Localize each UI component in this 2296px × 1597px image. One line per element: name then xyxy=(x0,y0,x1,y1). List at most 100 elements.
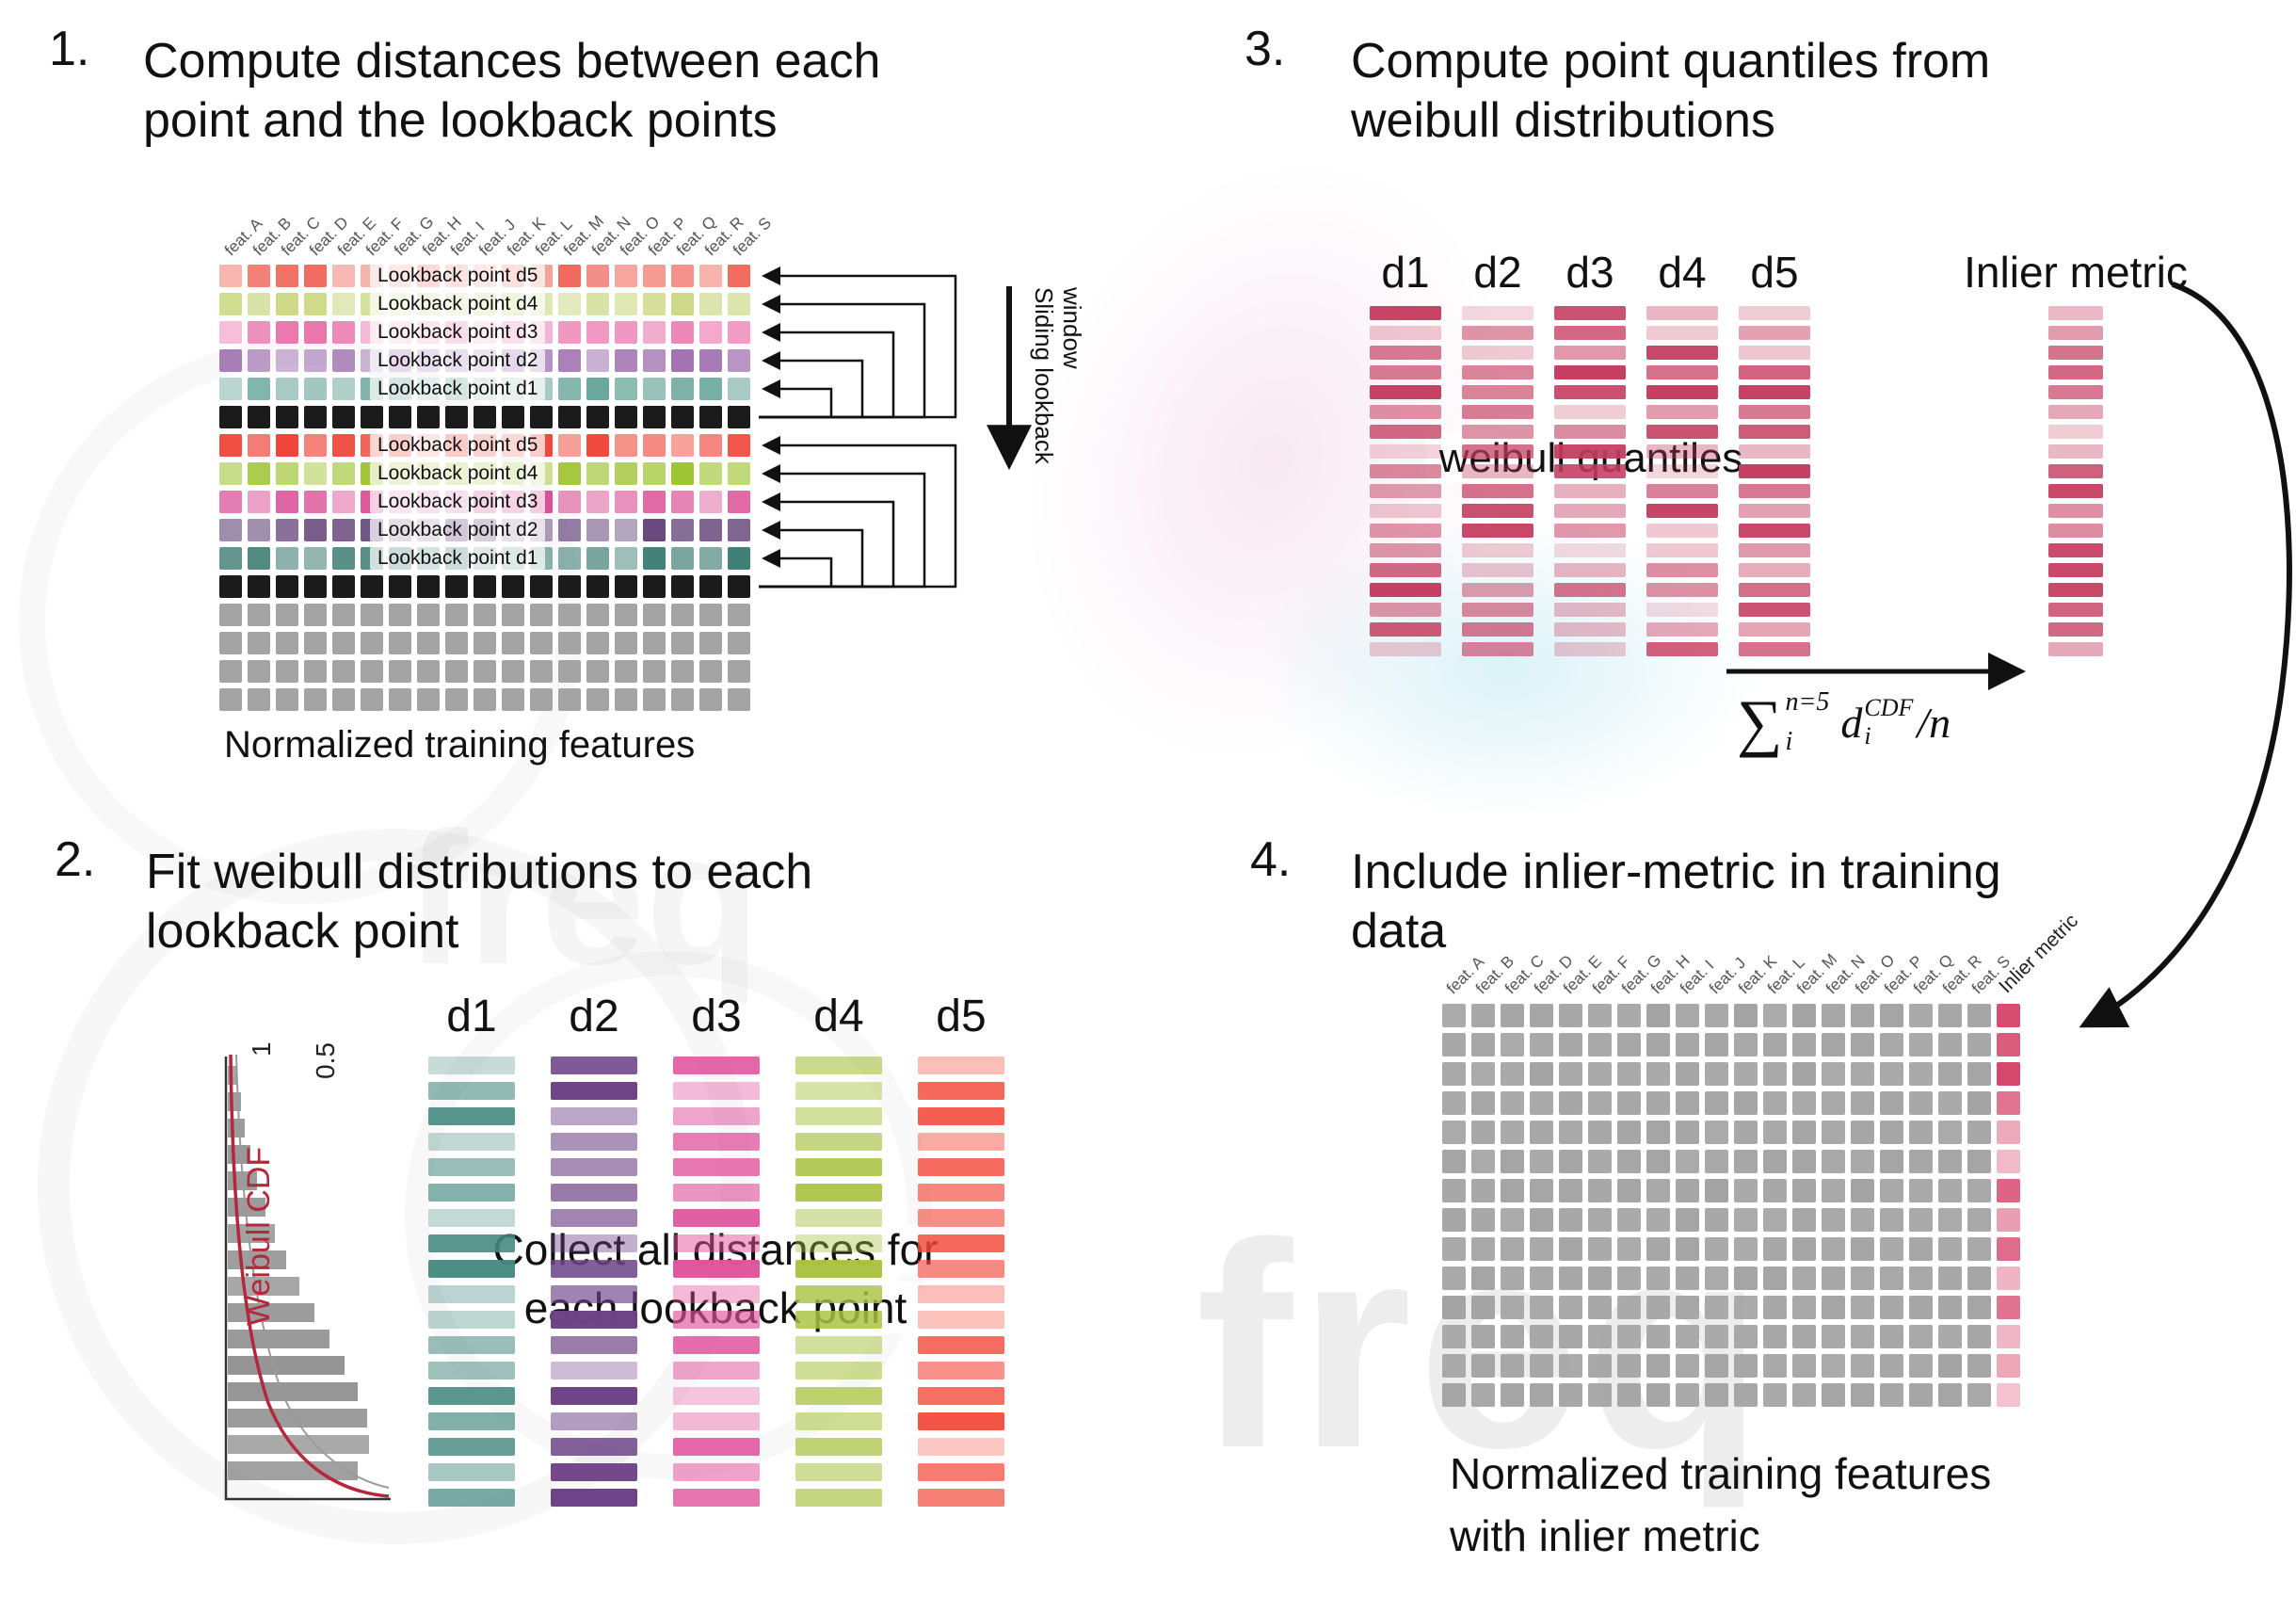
distance-bar xyxy=(918,1158,1004,1176)
feature-cell xyxy=(219,321,242,344)
feature-cell xyxy=(1822,1237,1845,1261)
step-3-number: 3. xyxy=(1244,22,1286,76)
feature-cell xyxy=(1851,1383,1874,1407)
feature-cell xyxy=(474,604,496,626)
feature-cell xyxy=(671,349,694,372)
feature-cell xyxy=(1442,1237,1466,1261)
feature-cell xyxy=(558,491,581,513)
distance-bar xyxy=(1462,444,1533,459)
distance-bar xyxy=(1739,603,1810,617)
distance-bar xyxy=(2048,346,2103,360)
distance-bar xyxy=(2048,444,2103,459)
feature-cell xyxy=(1822,1383,1845,1407)
distance-bar xyxy=(1554,543,1626,557)
feature-cell xyxy=(1909,1296,1933,1319)
distance-bar xyxy=(1646,405,1718,419)
feature-cell xyxy=(1471,1266,1495,1290)
feature-cell xyxy=(332,321,355,344)
feature-cell xyxy=(219,406,242,428)
feature-cell xyxy=(1646,1237,1670,1261)
distance-bar xyxy=(1462,504,1533,518)
feature-cell xyxy=(1822,1033,1845,1057)
feature-cell xyxy=(1705,1237,1728,1261)
training-row xyxy=(1442,1062,2026,1086)
distance-bar xyxy=(551,1260,637,1278)
distance-bar xyxy=(918,1387,1004,1405)
distance-bar xyxy=(551,1463,637,1481)
distance-bar xyxy=(428,1209,515,1227)
feature-cell xyxy=(248,604,270,626)
distance-bar xyxy=(795,1158,882,1176)
distance-column-label: d3 xyxy=(691,992,742,1041)
distance-column-label: d1 xyxy=(446,992,497,1041)
feature-cell xyxy=(304,547,327,570)
histogram-bar xyxy=(228,1382,358,1401)
feature-cell xyxy=(1705,1296,1728,1319)
feature-cell xyxy=(1501,1179,1524,1202)
lookback-row: Lookback point d3 xyxy=(219,491,756,513)
feature-cell xyxy=(248,293,270,315)
feature-cell xyxy=(558,575,581,598)
feature-cell xyxy=(332,265,355,287)
feature-cell xyxy=(502,632,524,654)
feature-cell xyxy=(586,575,609,598)
feature-cell xyxy=(1880,1354,1903,1378)
distance-bar xyxy=(795,1285,882,1303)
feature-cell xyxy=(558,519,581,541)
feature-cell xyxy=(1967,1004,1991,1027)
feature-cell xyxy=(1967,1383,1991,1407)
feature-cell xyxy=(1617,1237,1641,1261)
feature-cell xyxy=(1763,1325,1787,1348)
future-row xyxy=(219,604,756,626)
distance-bar xyxy=(1739,642,1810,656)
feature-cell xyxy=(1822,1208,1845,1232)
feature-cell xyxy=(1559,1237,1582,1261)
bracket-arrow-d2 xyxy=(759,521,864,589)
distance-bar xyxy=(1554,484,1626,498)
feature-cell xyxy=(1676,1354,1699,1378)
feature-cell xyxy=(558,604,581,626)
cdf-tick-1: 1 xyxy=(247,1041,276,1057)
distance-bar xyxy=(1646,642,1718,656)
distance-bar xyxy=(1370,425,1441,439)
formula-term: d xyxy=(1840,698,1863,747)
distance-bar xyxy=(795,1184,882,1202)
feature-cell xyxy=(332,434,355,457)
distance-bar xyxy=(2048,405,2103,419)
distance-bar xyxy=(1462,543,1533,557)
distance-bar xyxy=(2048,563,2103,577)
quantile-bar-column xyxy=(1554,306,1626,662)
feature-cell xyxy=(276,406,298,428)
distance-bar xyxy=(1370,346,1441,360)
distance-bar xyxy=(918,1057,1004,1074)
feature-cell xyxy=(1617,1266,1641,1290)
feature-cell xyxy=(1530,1121,1553,1144)
feature-cell xyxy=(643,660,666,683)
quantile-bar-column xyxy=(1462,306,1533,662)
feature-cell xyxy=(699,321,722,344)
lookback-row-label: Lookback point d3 xyxy=(370,321,546,344)
distance-bar xyxy=(1554,524,1626,538)
future-row xyxy=(219,660,756,683)
feature-cell xyxy=(1880,1033,1903,1057)
distance-bar xyxy=(1462,346,1533,360)
distance-bar xyxy=(1554,326,1626,340)
feature-cell xyxy=(304,632,327,654)
feature-cell xyxy=(1676,1208,1699,1232)
distance-bar xyxy=(673,1285,760,1303)
feature-cell xyxy=(586,406,609,428)
feature-cell xyxy=(1851,1062,1874,1086)
feature-cell xyxy=(1501,1208,1524,1232)
distance-bar xyxy=(2048,326,2103,340)
feature-cell xyxy=(389,604,411,626)
distance-bar xyxy=(1739,504,1810,518)
feature-cell xyxy=(1559,1296,1582,1319)
distance-bar xyxy=(1646,622,1718,637)
feature-cell xyxy=(1822,1325,1845,1348)
feature-cell xyxy=(586,434,609,457)
feature-cell xyxy=(332,660,355,683)
feature-cell xyxy=(615,462,637,485)
feature-cell xyxy=(389,632,411,654)
